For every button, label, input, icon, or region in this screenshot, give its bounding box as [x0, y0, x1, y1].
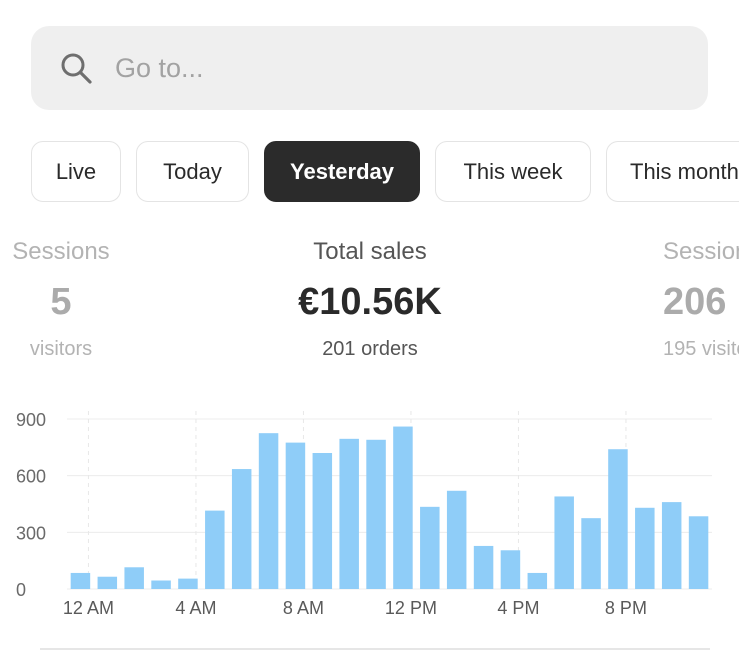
metric-value: 5 [50, 281, 72, 323]
bar-9-pm [635, 507, 655, 589]
metric-label: Total sales [313, 238, 427, 265]
x-tick-label: 12 AM [63, 598, 114, 618]
bar-7-pm [581, 518, 601, 589]
y-tick-label: 300 [16, 523, 46, 543]
tab-this-month[interactable]: This month [606, 141, 739, 202]
bar-7-am [258, 433, 279, 589]
search-icon [61, 53, 92, 84]
bar-5-am [205, 510, 225, 589]
y-tick-label: 900 [16, 410, 46, 430]
bar-1-am [97, 576, 118, 589]
search-bar[interactable] [31, 26, 708, 110]
bar-3-am [151, 580, 171, 589]
bar-5-pm [527, 572, 548, 589]
bar-12-am [70, 572, 91, 589]
x-tick-label: 4 AM [175, 598, 216, 618]
bar-4-am [178, 578, 198, 589]
metric-label: Sessions [12, 238, 110, 265]
metric-value: 206 [663, 281, 727, 323]
metric-card-sessions-left[interactable]: Sessions 5 visitors [0, 238, 182, 361]
bar-2-am [124, 567, 144, 589]
bar-6-am [231, 469, 252, 589]
metric-subtext: visitors [29, 338, 93, 360]
tab-today[interactable]: Today [136, 141, 249, 202]
bar-4-pm [500, 550, 521, 589]
metric-card-sessions-right[interactable]: Sessions 206 195 visitors [663, 238, 739, 361]
x-tick-label: 8 PM [605, 598, 647, 618]
y-tick-label: 0 [16, 580, 26, 600]
bar-11-am [366, 439, 386, 589]
bar-1-pm [420, 506, 440, 589]
metric-subtext: 195 visitors [663, 338, 739, 360]
tab-this-week[interactable]: This week [435, 141, 591, 202]
x-tick-label: 12 PM [385, 598, 437, 618]
bar-6-pm [554, 496, 574, 589]
tab-yesterday[interactable]: Yesterday [264, 141, 420, 202]
bar-8-am [285, 442, 306, 589]
x-tick-label: 4 PM [497, 598, 539, 618]
sales-bar-chart: 0 300 600 900 12 AM 4 AM 8 AM 12 PM 4 PM 8 PM [16, 410, 712, 618]
metric-label: Sessions [663, 238, 739, 265]
metric-subtext: 201 orders [322, 338, 418, 360]
bar-2-pm [446, 490, 467, 589]
bar-12-pm [393, 426, 413, 589]
x-tick-label: 8 AM [283, 598, 324, 618]
bar-11-pm [688, 516, 709, 589]
metric-card-total-sales[interactable]: Total sales €10.56K 201 orders [249, 238, 491, 361]
y-tick-label: 600 [16, 467, 46, 487]
bar-10-pm [661, 502, 682, 589]
bar-8-pm [608, 449, 628, 589]
search-input[interactable] [115, 26, 675, 110]
bar-3-pm [473, 545, 494, 589]
tab-live[interactable]: Live [31, 141, 121, 202]
bar-10-am [339, 438, 359, 589]
divider [40, 648, 710, 650]
bar-9-am [312, 453, 333, 589]
metric-value: €10.56K [298, 281, 442, 323]
